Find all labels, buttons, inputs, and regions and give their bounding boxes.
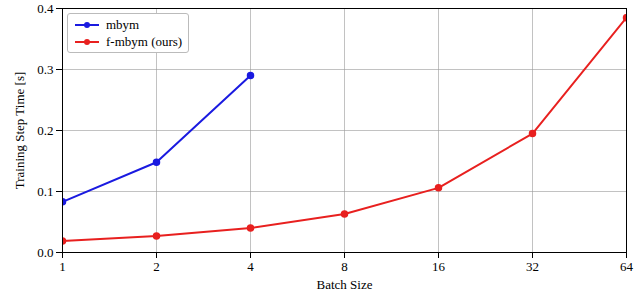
svg-text:64: 64 xyxy=(620,259,634,274)
svg-text:0.1: 0.1 xyxy=(37,184,53,199)
svg-text:2: 2 xyxy=(153,259,160,274)
svg-text:0.2: 0.2 xyxy=(37,123,53,138)
svg-text:16: 16 xyxy=(432,259,446,274)
html-text:mbym: mbym xyxy=(106,16,140,32)
html-text:f-mbym (ours): f-mbym (ours) xyxy=(106,33,183,49)
svg-text:0.0: 0.0 xyxy=(37,245,53,260)
svg-text:1: 1 xyxy=(59,259,66,274)
svg-text:0.3: 0.3 xyxy=(37,62,53,77)
svg-text:8: 8 xyxy=(341,259,348,274)
svg-text:Training Step Time [s]: Training Step Time [s] xyxy=(12,72,27,190)
svg-text:Batch Size: Batch Size xyxy=(317,277,373,292)
svg-text:0.4: 0.4 xyxy=(37,1,54,16)
svg-text:4: 4 xyxy=(247,259,254,274)
svg-text:32: 32 xyxy=(526,259,539,274)
